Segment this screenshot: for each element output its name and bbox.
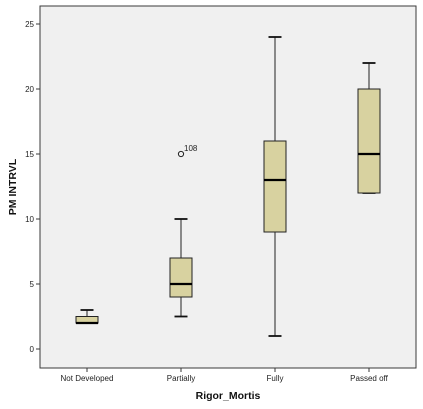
x-tick-label: Fully bbox=[267, 374, 284, 383]
y-tick-label: 20 bbox=[25, 85, 34, 94]
y-tick-label: 10 bbox=[25, 215, 34, 224]
x-axis: Not Developed Partially Fully Passed off bbox=[61, 368, 389, 383]
plot-area bbox=[39, 5, 417, 369]
box-fully bbox=[263, 36, 287, 337]
x-tick-label: Not Developed bbox=[61, 374, 114, 383]
y-axis: 0 5 10 15 20 25 bbox=[25, 20, 40, 354]
y-tick-label: 5 bbox=[30, 280, 35, 289]
outliers-group: 108 bbox=[177, 144, 198, 158]
box-not-developed bbox=[75, 309, 99, 325]
y-axis-title: PM INTRVL bbox=[7, 158, 19, 215]
box-iqr bbox=[169, 257, 193, 298]
y-tick-label: 25 bbox=[25, 20, 34, 29]
y-tick-label: 15 bbox=[25, 150, 34, 159]
box-iqr bbox=[357, 88, 381, 194]
x-axis-title: Rigor_Mortis bbox=[196, 390, 261, 402]
outlier-label: 108 bbox=[184, 144, 198, 153]
x-tick-label: Partially bbox=[167, 374, 195, 383]
boxes-group bbox=[75, 36, 381, 337]
box-passed-off bbox=[357, 62, 381, 194]
y-tick-label: 0 bbox=[30, 345, 35, 354]
outlier-point bbox=[177, 150, 185, 158]
box-partially bbox=[169, 218, 193, 318]
box-iqr bbox=[263, 140, 287, 233]
x-tick-label: Passed off bbox=[350, 374, 388, 383]
